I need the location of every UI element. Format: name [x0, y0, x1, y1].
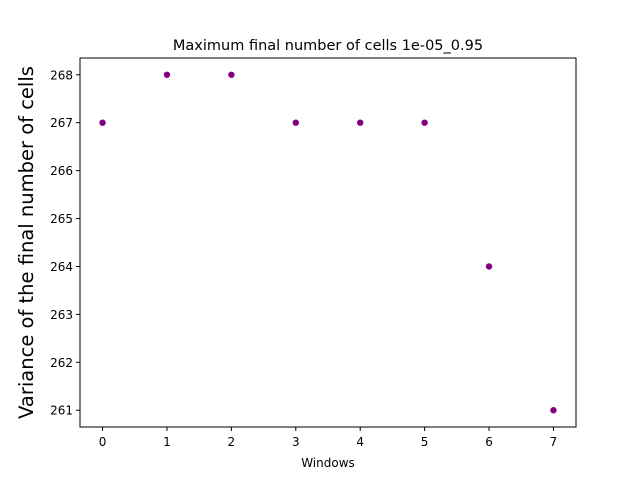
y-axis-label: Variance of the final number of cells [15, 66, 38, 419]
data-point [292, 119, 299, 126]
data-points [99, 71, 557, 414]
y-tick-label: 263 [50, 308, 73, 322]
axis-ticks: 0 1 2 3 4 5 6 7 261 262 263 264 265 266 267 268 [50, 68, 557, 449]
data-point [550, 407, 557, 414]
data-point [485, 263, 493, 270]
plot-frame [79, 57, 577, 428]
x-axis-label: Windows [301, 456, 355, 470]
x-tick-label: 7 [550, 435, 558, 449]
x-tick-label: 5 [421, 435, 429, 449]
y-tick-label: 267 [50, 116, 73, 130]
y-tick-label: 262 [50, 356, 73, 370]
y-tick-label: 268 [50, 68, 73, 82]
data-point [99, 119, 106, 126]
x-tick-label: 1 [163, 435, 171, 449]
x-tick-label: 2 [228, 435, 236, 449]
y-tick-label: 266 [50, 164, 73, 178]
data-point [228, 71, 235, 78]
y-tick-label: 261 [50, 404, 73, 418]
data-point [357, 119, 364, 126]
x-tick-label: 3 [292, 435, 300, 449]
data-point [163, 71, 171, 78]
y-tick-label: 265 [50, 212, 73, 226]
x-tick-label: 4 [356, 435, 364, 449]
x-tick-label: 6 [485, 435, 493, 449]
data-point [421, 119, 428, 126]
y-tick-label: 264 [50, 260, 73, 274]
x-tick-label: 0 [99, 435, 107, 449]
chart-title: Maximum final number of cells 1e-05_0.95 [173, 38, 483, 54]
